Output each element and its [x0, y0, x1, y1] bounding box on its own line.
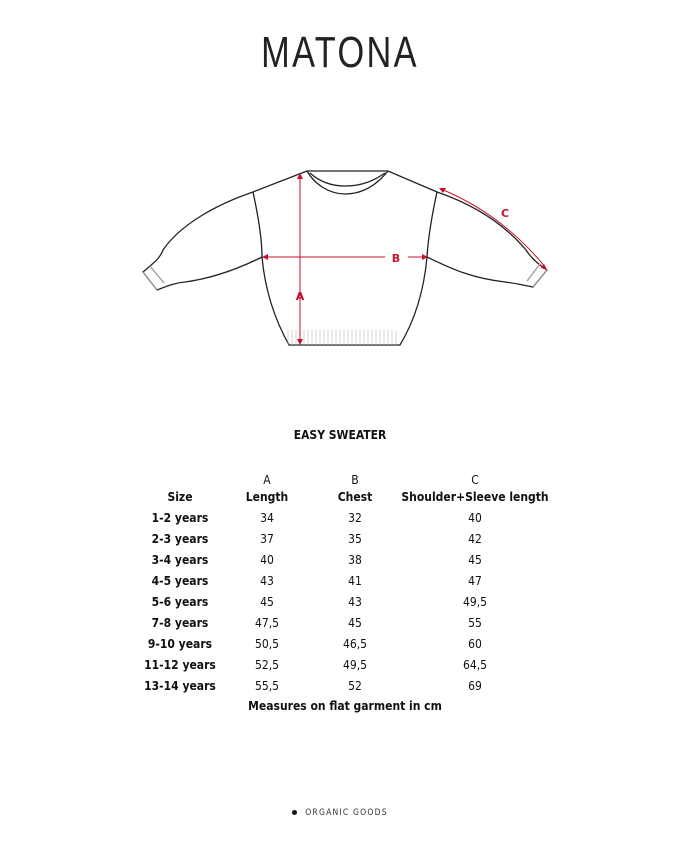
value-cell: 45 — [468, 553, 482, 567]
letter-a: A — [263, 473, 271, 487]
header-sleeve: Shoulder+Sleeve length — [401, 490, 549, 504]
bullet-icon — [292, 810, 298, 815]
value-cell: 42 — [468, 532, 482, 546]
value-cell: 55,5 — [254, 679, 280, 693]
header-length: Length — [245, 490, 289, 504]
size-cell: 1-2 years — [151, 511, 209, 525]
value-cell: 47,5 — [254, 616, 280, 630]
value-cell: 52 — [348, 679, 362, 693]
brand-logo: MATONA — [261, 28, 419, 77]
footer: ORGANIC GOODS — [0, 808, 680, 818]
value-cell: 69 — [468, 679, 482, 693]
footer-text: ORGANIC GOODS — [305, 808, 388, 818]
ribbing — [287, 330, 397, 345]
value-cell: 60 — [468, 637, 482, 651]
sweater-outline — [142, 170, 548, 346]
measurement-note: Measures on flat garment in cm — [248, 699, 442, 713]
value-cell: 49,5 — [342, 658, 368, 672]
letter-c: C — [471, 473, 479, 487]
sweater-diagram: A B C — [142, 170, 548, 346]
size-cell: 5-6 years — [151, 595, 209, 609]
value-cell: 43 — [348, 595, 362, 609]
value-cell: 49,5 — [462, 595, 488, 609]
header-size: Size — [167, 490, 193, 504]
size-cell: 3-4 years — [151, 553, 209, 567]
sleeve-arrow — [440, 188, 547, 269]
value-cell: 47 — [468, 574, 482, 588]
size-cell: 7-8 years — [151, 616, 209, 630]
value-cell: 46,5 — [342, 637, 368, 651]
label-c: C — [501, 207, 509, 220]
value-cell: 64,5 — [462, 658, 488, 672]
value-cell: 45 — [348, 616, 362, 630]
label-a: A — [296, 290, 305, 303]
value-cell: 41 — [348, 574, 362, 588]
size-cell: 11-12 years — [144, 658, 216, 672]
value-cell: 55 — [468, 616, 482, 630]
letter-b: B — [351, 473, 359, 487]
value-cell: 37 — [260, 532, 274, 546]
size-cell: 2-3 years — [151, 532, 209, 546]
product-title: EASY SWEATER — [293, 428, 387, 442]
size-cell: 13-14 years — [144, 679, 216, 693]
value-cell: 32 — [348, 511, 362, 525]
value-cell: 34 — [260, 511, 274, 525]
value-cell: 50,5 — [254, 637, 280, 651]
value-cell: 38 — [348, 553, 362, 567]
value-cell: 40 — [260, 553, 274, 567]
value-cell: 43 — [260, 574, 274, 588]
label-b: B — [392, 252, 400, 265]
value-cell: 35 — [348, 532, 362, 546]
value-cell: 45 — [260, 595, 274, 609]
size-cell: 9-10 years — [147, 637, 213, 651]
header-chest: Chest — [337, 490, 373, 504]
size-cell: 4-5 years — [151, 574, 209, 588]
value-cell: 40 — [468, 511, 482, 525]
value-cell: 52,5 — [254, 658, 280, 672]
measurement-lines: A B C — [262, 173, 547, 345]
